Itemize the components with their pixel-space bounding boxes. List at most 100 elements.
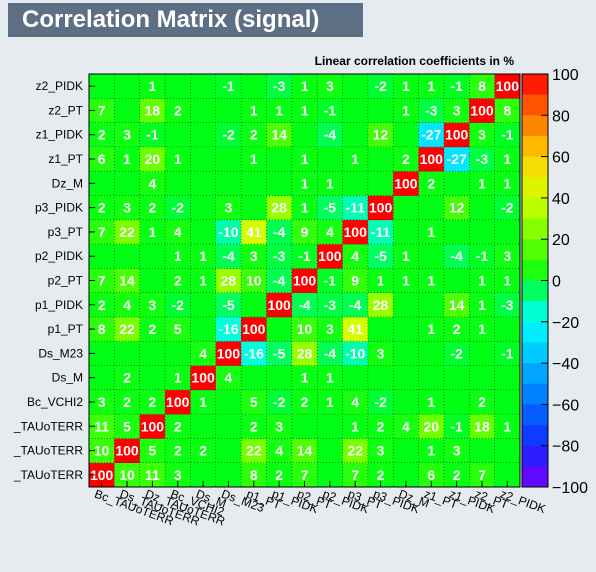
heatmap-cell [317,244,343,269]
heatmap-cell [367,268,394,293]
cell-value: 1 [402,248,410,264]
cell-value: -3 [425,102,438,118]
heatmap-cell [114,414,141,439]
heatmap-cell [367,122,394,148]
heatmap-cell [215,171,242,196]
heatmap-cell [342,122,369,148]
heatmap-cell [266,74,293,99]
heatmap-cell [190,171,217,196]
y-tick-label: p2_PT [48,274,84,288]
cell-value: 1 [148,78,156,94]
cell-value: 100 [420,151,444,167]
cell-value: 6 [427,467,435,483]
heatmap-cell [114,74,141,99]
heatmap-cell [317,292,343,318]
heatmap-cell [494,414,521,439]
cell-value: 3 [377,345,385,361]
cell-value: 1 [427,78,435,94]
heatmap-cell [266,171,293,196]
colorbar-segment [522,425,548,446]
heatmap-cell [469,341,495,366]
y-tick-label: _TAUoTERR [13,468,83,482]
heatmap-cell [342,98,369,123]
heatmap-cell [241,74,267,99]
cell-value: 28 [221,273,237,289]
heatmap-cell [190,146,217,172]
cell-value: 2 [250,127,258,143]
cell-value: -4 [324,127,337,143]
cell-value: 4 [225,370,233,386]
heatmap-cell [139,219,166,245]
cell-value: -2 [450,345,463,361]
cell-value: 22 [119,321,135,337]
cell-value: 1 [301,200,309,216]
heatmap-cell [266,195,293,221]
heatmap-cell [469,171,495,196]
cell-value: 14 [271,127,287,143]
cell-value: 1 [301,370,309,386]
heatmap-cell [241,292,267,318]
heatmap-cell [291,195,318,221]
cell-value: 3 [453,102,461,118]
heatmap-cell [317,195,343,221]
heatmap-cell [266,438,293,464]
cell-value: 1 [250,151,258,167]
chart-subtitle: Linear correlation coefficients in % [314,54,514,68]
cell-value: 1 [427,273,435,289]
cell-value: 12 [373,127,389,143]
cell-value: 3 [453,443,461,459]
heatmap-cell [215,195,242,221]
cell-value: 100 [217,345,241,361]
heatmap-cell [114,195,141,221]
heatmap-cell [215,389,242,415]
cell-value: 2 [478,394,486,410]
cell-value: 41 [246,224,262,240]
heatmap-cell [241,268,267,293]
heatmap-cell [494,219,521,245]
colorbar-segment [522,363,548,385]
cell-value: 4 [199,345,207,361]
heatmap-cell [367,389,394,415]
cell-value: 3 [123,200,131,216]
colorbar-segment [522,404,548,426]
heatmap-cell [317,268,343,293]
cell-value: 100 [470,102,494,118]
cell-value: 4 [123,297,131,313]
heatmap-cell [342,219,369,245]
heatmap-cell [418,74,445,99]
heatmap-cell [291,268,318,293]
cell-value: 1 [427,443,435,459]
cell-value: 4 [275,443,283,459]
heatmap-cell [139,341,166,366]
cell-value: 9 [301,224,309,240]
heatmap-cell [469,438,495,464]
heatmap-cell [165,171,191,196]
heatmap-cell [393,98,419,123]
cell-value: 5 [123,418,131,434]
cell-value: 20 [145,151,161,167]
heatmap-cell [494,268,521,293]
colorbar-segment [522,115,548,137]
heatmap-cell [266,219,293,245]
cell-value: 1 [402,273,410,289]
cell-value: 7 [301,467,309,483]
cell-value: 100 [318,248,342,264]
heatmap-cell [291,341,318,366]
cell-value: 4 [148,175,156,191]
heatmap-cell [190,341,217,366]
cell-value: 7 [98,102,106,118]
heatmap-cell [266,122,293,148]
heatmap-cell [418,341,445,366]
x-tick-label: z2_PIDK [498,487,547,516]
heatmap-cell [215,146,242,172]
cell-value: 10 [119,467,135,483]
heatmap-cell [291,292,318,318]
heatmap-cell [266,365,293,391]
heatmap-cell [443,219,470,245]
cell-value: 100 [394,175,418,191]
cell-value: -27 [421,127,441,143]
cell-value: 100 [242,321,266,337]
heatmap-cell [494,316,521,342]
heatmap-cell [241,219,267,245]
colorbar-segment [522,74,548,95]
